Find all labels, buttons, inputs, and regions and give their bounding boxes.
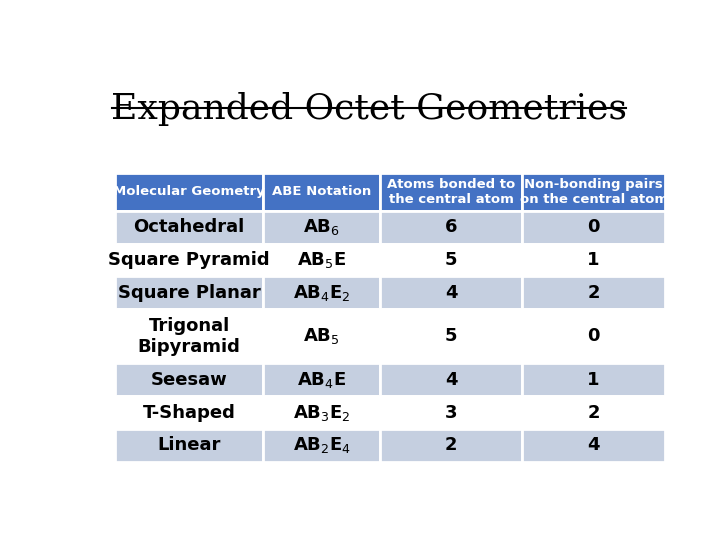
FancyBboxPatch shape	[263, 363, 380, 396]
Text: 5: 5	[445, 327, 457, 345]
FancyBboxPatch shape	[263, 309, 380, 363]
FancyBboxPatch shape	[263, 429, 380, 462]
FancyBboxPatch shape	[380, 244, 523, 276]
Text: 2: 2	[445, 436, 457, 455]
Text: Expanded Octet Geometries: Expanded Octet Geometries	[111, 92, 627, 126]
FancyBboxPatch shape	[263, 211, 380, 244]
Text: 6: 6	[445, 218, 457, 236]
FancyBboxPatch shape	[115, 244, 263, 276]
Text: AB$_5$E: AB$_5$E	[297, 250, 346, 270]
FancyBboxPatch shape	[115, 429, 263, 462]
Text: 5: 5	[445, 251, 457, 269]
FancyBboxPatch shape	[380, 363, 523, 396]
Text: Atoms bonded to
the central atom: Atoms bonded to the central atom	[387, 178, 516, 206]
FancyBboxPatch shape	[115, 173, 263, 211]
FancyBboxPatch shape	[523, 363, 665, 396]
Text: 3: 3	[445, 403, 457, 422]
FancyBboxPatch shape	[380, 396, 523, 429]
FancyBboxPatch shape	[523, 244, 665, 276]
FancyBboxPatch shape	[380, 211, 523, 244]
Text: Octahedral: Octahedral	[133, 218, 245, 236]
Text: 1: 1	[588, 251, 600, 269]
Text: 4: 4	[445, 371, 457, 389]
Text: 1: 1	[588, 371, 600, 389]
FancyBboxPatch shape	[523, 276, 665, 309]
Text: Square Pyramid: Square Pyramid	[108, 251, 270, 269]
Text: 0: 0	[588, 218, 600, 236]
Text: AB$_4$E: AB$_4$E	[297, 370, 346, 390]
FancyBboxPatch shape	[115, 309, 263, 363]
Text: Seesaw: Seesaw	[150, 371, 228, 389]
FancyBboxPatch shape	[523, 429, 665, 462]
Text: T-Shaped: T-Shaped	[143, 403, 235, 422]
FancyBboxPatch shape	[263, 396, 380, 429]
Text: AB$_4$E$_2$: AB$_4$E$_2$	[293, 283, 351, 303]
Text: 4: 4	[588, 436, 600, 455]
FancyBboxPatch shape	[115, 211, 263, 244]
FancyBboxPatch shape	[380, 173, 523, 211]
Text: Non-bonding pairs
on the central atom: Non-bonding pairs on the central atom	[520, 178, 667, 206]
FancyBboxPatch shape	[380, 309, 523, 363]
FancyBboxPatch shape	[115, 276, 263, 309]
FancyBboxPatch shape	[523, 173, 665, 211]
FancyBboxPatch shape	[263, 173, 380, 211]
Text: Trigonal
Bipyramid: Trigonal Bipyramid	[138, 317, 240, 356]
FancyBboxPatch shape	[115, 396, 263, 429]
FancyBboxPatch shape	[523, 396, 665, 429]
Text: AB$_2$E$_4$: AB$_2$E$_4$	[292, 435, 351, 455]
Text: ABE Notation: ABE Notation	[272, 185, 372, 198]
FancyBboxPatch shape	[380, 276, 523, 309]
FancyBboxPatch shape	[263, 244, 380, 276]
Text: AB$_3$E$_2$: AB$_3$E$_2$	[293, 403, 351, 423]
FancyBboxPatch shape	[523, 211, 665, 244]
Text: AB$_5$: AB$_5$	[303, 326, 340, 346]
Text: 0: 0	[588, 327, 600, 345]
Text: Square Planar: Square Planar	[117, 284, 261, 302]
Text: 4: 4	[445, 284, 457, 302]
Text: Linear: Linear	[158, 436, 221, 455]
Text: AB$_6$: AB$_6$	[303, 217, 340, 237]
FancyBboxPatch shape	[115, 363, 263, 396]
FancyBboxPatch shape	[523, 309, 665, 363]
FancyBboxPatch shape	[263, 276, 380, 309]
Text: Molecular Geometry: Molecular Geometry	[113, 185, 265, 198]
FancyBboxPatch shape	[380, 429, 523, 462]
Text: 2: 2	[588, 403, 600, 422]
Text: 2: 2	[588, 284, 600, 302]
